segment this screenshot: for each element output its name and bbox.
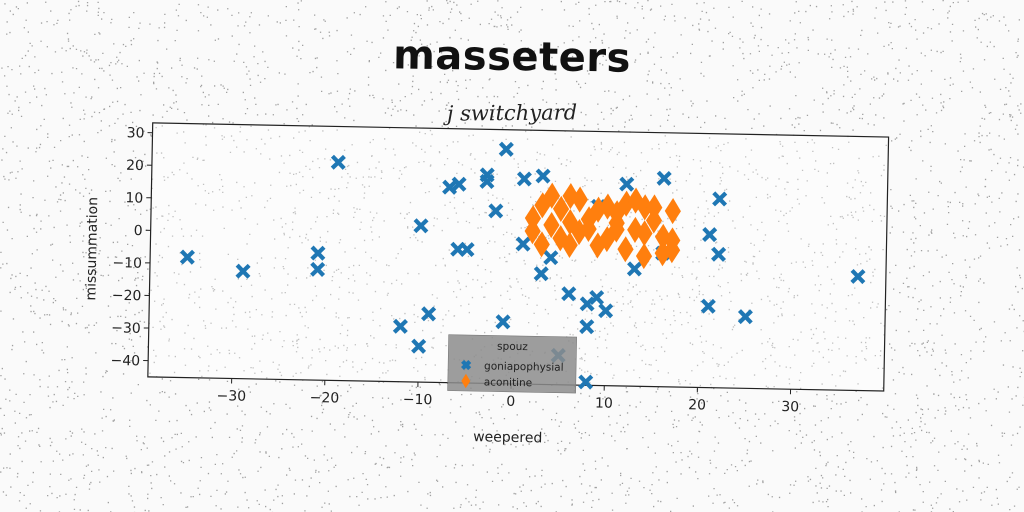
x-marker-point	[392, 318, 408, 334]
diamond-marker-point	[627, 216, 644, 243]
x-marker-point	[656, 170, 672, 186]
diamond-marker-point	[627, 187, 644, 214]
series-goniapophysial	[179, 141, 866, 390]
diamond-marker-point	[543, 211, 560, 239]
x-marker-point	[619, 176, 635, 192]
x-marker-point	[535, 168, 551, 184]
x-marker-point	[179, 249, 195, 265]
x-tick-label: 10	[595, 395, 613, 411]
x-marker-point	[533, 266, 549, 282]
x-marker-point	[578, 374, 594, 390]
x-marker-point	[702, 227, 718, 243]
diamond-marker-point	[599, 193, 616, 220]
diamond-marker-point	[543, 182, 561, 209]
x-marker-point	[411, 338, 427, 354]
y-tick-label: 10	[125, 190, 143, 206]
diamond-marker-point	[580, 215, 597, 243]
x-marker-point	[850, 268, 866, 285]
x-tick-label: −20	[310, 390, 340, 407]
x-marker-point	[579, 319, 595, 335]
diamond-marker-point	[608, 209, 625, 237]
diamond-marker-point	[533, 231, 550, 258]
diamond-marker-point	[552, 195, 570, 222]
y-tick-label: 20	[126, 158, 144, 174]
x-tick-label: 30	[781, 399, 799, 415]
x-marker-point	[700, 298, 716, 314]
x-marker-point	[421, 306, 437, 322]
x-tick-label: 0	[506, 394, 515, 410]
x-tick-label: −10	[403, 392, 433, 409]
x-axis-label: weepered	[473, 429, 542, 446]
legend-box	[447, 334, 577, 394]
x-marker-point	[235, 263, 251, 279]
axis-ticks: −30 −20 −10 0 10 20 30 30 20 10 0 −10 −20 −30 −40	[110, 125, 799, 415]
x-marker-point	[488, 203, 504, 219]
legend-marker-aconitine	[461, 373, 471, 389]
y-tick-label: −40	[110, 353, 140, 370]
diamond-marker-point	[589, 232, 606, 259]
diamond-marker-point	[645, 207, 663, 234]
x-marker-point	[413, 218, 429, 234]
legend-title: spouz	[497, 341, 528, 354]
legend-marker-goniapophysial	[461, 359, 472, 371]
diamond-marker-point	[571, 186, 588, 213]
x-marker-point	[516, 171, 532, 187]
legend-label-goniapophysial: goniapophysial	[484, 360, 564, 374]
x-marker-point	[498, 141, 514, 157]
diamond-marker-point	[664, 198, 681, 225]
diamond-marker-point	[562, 183, 579, 210]
x-marker-point	[626, 261, 643, 277]
diamond-marker-point	[636, 220, 653, 247]
diamond-marker-point	[635, 243, 653, 270]
x-marker-point	[737, 309, 753, 325]
x-marker-point	[543, 250, 559, 266]
x-marker-point	[310, 245, 326, 261]
x-marker-point	[515, 236, 531, 252]
legend-label-aconitine: aconitine	[484, 376, 533, 389]
x-marker-point	[712, 191, 728, 207]
x-tick-label: 20	[688, 397, 706, 413]
x-marker-point	[330, 154, 346, 170]
x-marker-point	[442, 179, 458, 195]
x-tick-label: −30	[216, 388, 246, 405]
x-marker-point	[495, 314, 511, 330]
diamond-marker-point	[561, 231, 578, 258]
diamond-marker-point	[562, 209, 579, 236]
diamond-marker-point	[524, 218, 541, 245]
diamond-marker-point	[552, 225, 569, 252]
x-marker-point	[479, 173, 495, 190]
series-aconitine	[524, 182, 681, 270]
y-tick-label: 0	[134, 223, 143, 239]
diamond-marker-point	[617, 236, 634, 263]
x-marker-point	[310, 261, 326, 277]
legend: spouz goniapophysial aconitine	[447, 334, 577, 394]
y-tick-label: −30	[111, 320, 141, 337]
x-marker-point	[589, 289, 605, 306]
x-marker-point	[711, 246, 727, 262]
diamond-marker-point	[663, 237, 681, 264]
y-tick-label: 30	[127, 125, 145, 141]
y-axis-label: missummation	[83, 197, 101, 301]
data-series	[179, 141, 866, 390]
x-marker-point	[598, 303, 614, 319]
x-marker-point	[459, 241, 475, 258]
diamond-marker-point	[654, 223, 672, 250]
x-marker-point	[561, 286, 577, 302]
y-tick-label: −20	[112, 288, 142, 305]
y-tick-label: −10	[112, 255, 142, 272]
x-marker-point	[451, 176, 467, 192]
diamond-marker-point	[636, 194, 654, 221]
